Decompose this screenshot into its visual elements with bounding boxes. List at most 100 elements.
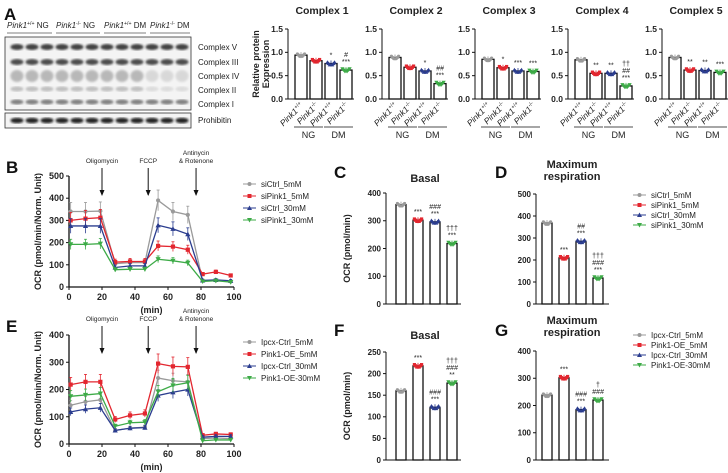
- chart-title: Basal: [410, 330, 439, 342]
- y-tick-label: 400: [518, 347, 532, 356]
- y-tick-label: 200: [518, 256, 532, 265]
- x-tick-label: 60: [163, 292, 173, 302]
- legend-marker: [637, 203, 642, 207]
- series-line: [70, 388, 231, 438]
- data-point: [98, 215, 103, 220]
- protein-band: [130, 99, 144, 105]
- data-point: [560, 376, 564, 380]
- genotype-superscript: -/-: [310, 101, 318, 109]
- protein-band: [40, 59, 54, 65]
- legend-label: Pink1-OE-30mM: [651, 361, 710, 370]
- legend-marker: [247, 352, 252, 356]
- data-point: [546, 394, 550, 398]
- data-point: [593, 398, 598, 403]
- bar: [541, 222, 553, 305]
- significance-annotation: ***: [594, 267, 602, 274]
- arrow-down-icon: [193, 190, 199, 196]
- data-point: [721, 69, 726, 74]
- gene-name: Pink1: [7, 21, 27, 30]
- data-point: [621, 84, 626, 89]
- significance-annotation: **: [687, 59, 693, 66]
- prohibitin-band: [70, 117, 84, 124]
- protein-band: [25, 70, 39, 82]
- legend-label: siCtrl_5mM: [261, 180, 302, 189]
- data-point: [170, 364, 176, 369]
- data-point: [318, 57, 322, 62]
- band-label: Complex III: [198, 58, 238, 67]
- data-point: [185, 231, 191, 237]
- significance-annotation: ###: [446, 365, 458, 372]
- data-point: [435, 82, 440, 86]
- significance-annotation: ###: [575, 392, 587, 399]
- panel-label-e: E: [6, 317, 17, 336]
- band-label: Complex I: [198, 100, 234, 109]
- genotype-superscript: -/-: [340, 101, 348, 109]
- x-tick-label: 40: [130, 292, 140, 302]
- data-point: [534, 68, 539, 73]
- protein-band: [160, 70, 174, 82]
- legend-label: siCtrl_5mM: [651, 191, 692, 200]
- protein-band: [85, 59, 99, 65]
- data-point: [700, 68, 705, 73]
- bar: [339, 69, 353, 100]
- injection-label: FCCP: [139, 316, 157, 323]
- y-tick-label: 1.0: [271, 47, 283, 57]
- y-tick-label: 0.0: [645, 94, 657, 104]
- chart-title: Complex 2: [389, 5, 442, 17]
- significance-annotation: **: [449, 372, 455, 379]
- y-tick-label: 1.5: [551, 24, 563, 34]
- condition-label: NG: [81, 21, 95, 30]
- data-point: [499, 66, 503, 70]
- data-point: [686, 68, 690, 72]
- data-point: [400, 390, 404, 394]
- data-point: [580, 59, 584, 63]
- loading-control-label: Prohibitin: [198, 116, 231, 125]
- data-point: [213, 269, 218, 275]
- data-point: [549, 392, 553, 396]
- legend-label: Ipcx-Ctrl_30mM: [651, 351, 708, 360]
- panel-label-g: G: [495, 321, 508, 340]
- legend-label: Ipcx-Ctrl_5mM: [651, 331, 703, 340]
- data-point: [300, 54, 304, 58]
- x-tick-label: 80: [196, 292, 206, 302]
- group-label: NG: [676, 130, 690, 140]
- data-point: [593, 276, 598, 281]
- y-tick-label: 1.5: [271, 24, 283, 34]
- y-tick-label: 0: [527, 300, 532, 309]
- y-tick-label: 1.5: [645, 24, 657, 34]
- data-point: [447, 241, 452, 246]
- protein-band: [70, 44, 84, 50]
- genotype-superscript: +/+: [573, 101, 583, 111]
- data-point: [394, 57, 398, 61]
- y-tick-label: 150: [368, 391, 382, 400]
- y-tick-label: 200: [368, 244, 382, 253]
- data-point: [82, 406, 89, 412]
- x-tick-label: 40: [130, 449, 140, 459]
- data-point: [312, 59, 316, 63]
- legend-marker: [637, 193, 642, 197]
- data-point: [170, 226, 176, 231]
- protein-band: [40, 99, 54, 105]
- group-label: DM: [612, 130, 626, 140]
- y-tick-label: 0.5: [458, 70, 470, 80]
- protein-band: [70, 59, 84, 65]
- data-point: [606, 71, 611, 75]
- data-point: [127, 259, 133, 264]
- data-point: [112, 427, 118, 433]
- data-point: [228, 433, 234, 439]
- band-label: Complex V: [198, 43, 238, 52]
- prohibitin-band: [130, 117, 144, 124]
- chart-title: respiration: [544, 171, 601, 183]
- group-label: NG: [302, 130, 316, 140]
- protein-band: [55, 86, 69, 92]
- significance-annotation: †††: [446, 358, 458, 365]
- y-tick-label: 0.5: [365, 70, 377, 80]
- data-point: [436, 403, 441, 408]
- injection-label: Antinycin: [183, 308, 210, 315]
- bar: [446, 242, 458, 305]
- protein-band: [100, 70, 114, 82]
- series-line: [70, 224, 231, 282]
- protein-band: [85, 86, 99, 92]
- series-line: [70, 199, 231, 283]
- prohibitin-band: [100, 117, 114, 124]
